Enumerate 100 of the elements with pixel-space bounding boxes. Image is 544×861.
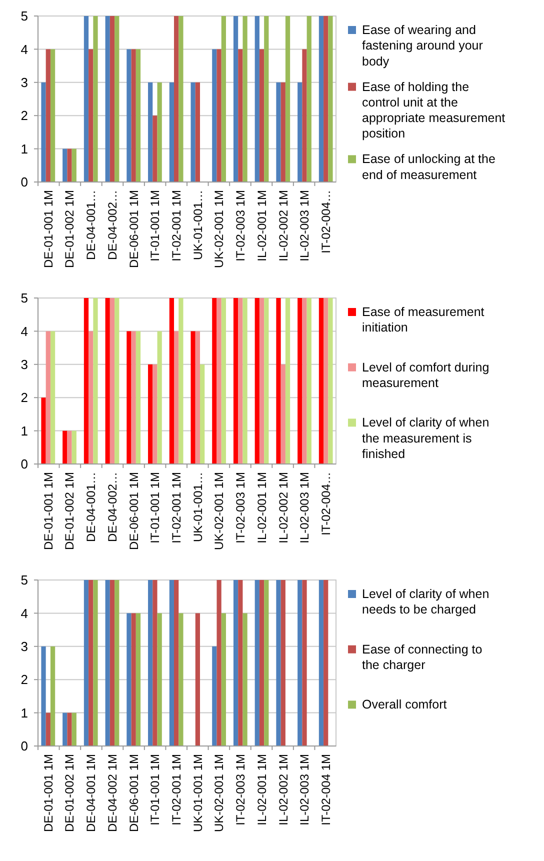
bar — [72, 712, 76, 746]
bar — [148, 82, 153, 182]
y-tick-label: 4 — [20, 606, 28, 621]
bar — [276, 580, 281, 746]
legend-label: Ease of holding the control unit at the appropriate measurement position — [362, 80, 506, 141]
legend-label: Overall comfort — [362, 698, 448, 712]
bar — [50, 49, 56, 182]
y-tick-label: 4 — [20, 42, 28, 57]
y-tick-label: 0 — [20, 456, 28, 472]
bar — [50, 331, 56, 464]
bar — [67, 148, 72, 182]
bar — [324, 580, 328, 746]
bar — [148, 364, 153, 464]
x-tick-label: IL-02-003 1M — [298, 472, 312, 544]
bar — [221, 613, 226, 746]
bar — [212, 298, 217, 464]
bar — [126, 613, 132, 746]
bar — [238, 49, 243, 182]
bar — [84, 298, 89, 464]
bar — [114, 16, 120, 182]
bar — [285, 16, 290, 182]
x-tick-label: IT-02-004… — [319, 472, 334, 536]
legend-label: Ease of measurement initiation — [362, 305, 485, 335]
bar — [62, 148, 68, 182]
bar — [216, 580, 222, 746]
bar — [328, 298, 333, 464]
y-tick-label: 5 — [20, 572, 28, 588]
legend-label: Ease of connecting to the charger — [362, 642, 482, 672]
x-tick-label: IT-02-001 1M — [170, 754, 184, 826]
bar — [324, 298, 328, 464]
bar — [259, 298, 264, 464]
legend-label: Ease of unlocking at the end of measurement — [362, 152, 496, 182]
bar — [136, 613, 141, 746]
bar — [212, 646, 217, 746]
bar — [157, 331, 162, 464]
bar — [46, 331, 50, 464]
x-tick-label: DE-04-002… — [105, 472, 120, 542]
bar — [195, 82, 200, 182]
y-tick-label: 5 — [20, 8, 28, 24]
bar — [195, 613, 200, 746]
bar — [105, 580, 110, 746]
y-tick-label: 0 — [20, 738, 28, 754]
x-tick-label: IL-02-002 1M — [276, 754, 290, 826]
x-tick-label: IT-02-003 1M — [234, 472, 248, 544]
bar — [242, 16, 248, 182]
y-tick-label: 1 — [20, 141, 28, 156]
bar — [302, 49, 307, 182]
bar — [110, 580, 115, 746]
bar — [285, 298, 290, 464]
bar — [238, 298, 243, 464]
bar — [318, 580, 324, 746]
bar — [152, 364, 158, 464]
bar — [306, 16, 312, 182]
y-tick-label: 2 — [20, 108, 28, 124]
bar — [216, 49, 222, 182]
bar — [264, 298, 269, 464]
bar — [88, 580, 94, 746]
bar — [41, 646, 46, 746]
bar — [157, 82, 162, 182]
x-tick-label: IL-02-001 1M — [254, 472, 269, 544]
bar — [190, 82, 196, 182]
bar — [110, 16, 115, 182]
x-tick-label: IL-02-001 1M — [254, 190, 269, 262]
bar — [238, 580, 243, 746]
bar — [114, 298, 120, 464]
x-tick-label: DE-06-001 1M — [126, 754, 141, 832]
legend-label: Level of comfort during measurement — [362, 360, 490, 390]
bar — [148, 580, 153, 746]
bar — [152, 580, 158, 746]
x-tick-label: DE-01-002 1M — [62, 754, 77, 832]
bar — [169, 298, 174, 464]
bar — [67, 712, 72, 746]
bar — [41, 398, 46, 464]
x-tick-label: IT-02-001 1M — [170, 472, 184, 544]
bar — [93, 580, 98, 746]
bar — [259, 49, 264, 182]
x-tick-label: DE-04-001 1M — [84, 754, 98, 832]
bar — [136, 331, 141, 464]
bar — [254, 580, 260, 746]
bar — [221, 16, 226, 182]
bar — [280, 364, 286, 464]
bar — [136, 49, 141, 182]
x-tick-label: UK-02-001 1M — [212, 190, 226, 268]
x-tick-label: DE-01-001 1M — [41, 190, 56, 268]
bar — [46, 712, 50, 746]
x-tick-label: IL-02-003 1M — [298, 190, 312, 262]
bar — [105, 16, 110, 182]
x-tick-label: DE-01-001 1M — [41, 754, 56, 832]
bar — [72, 430, 76, 464]
y-tick-label: 4 — [20, 324, 28, 339]
bar — [318, 16, 324, 182]
bar — [302, 580, 307, 746]
bar — [259, 580, 264, 746]
x-tick-label: IL-02-003 1M — [298, 754, 312, 826]
bar — [174, 580, 179, 746]
x-tick-label: UK-01-001 1M — [190, 754, 205, 832]
bar — [50, 646, 56, 746]
bar — [298, 580, 302, 746]
bar — [93, 16, 98, 182]
legend-label: Level of clarity of when the measurement is finished — [362, 416, 490, 461]
